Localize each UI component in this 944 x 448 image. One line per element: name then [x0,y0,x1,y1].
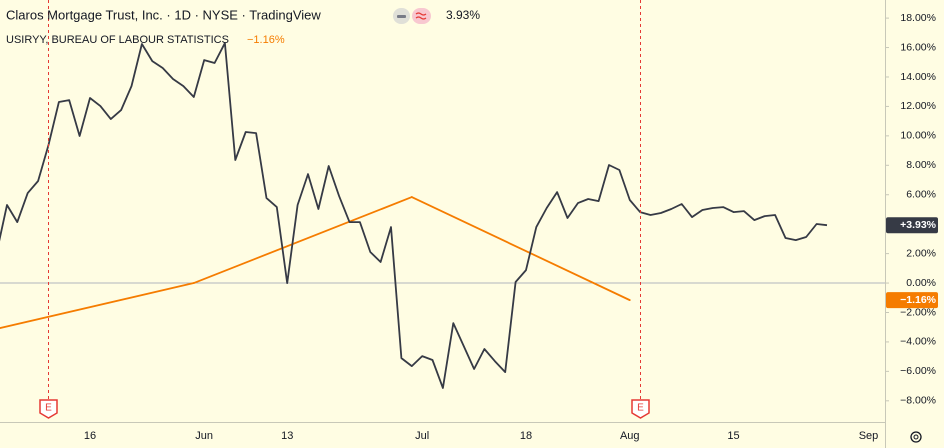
last-value-label: +3.93% [900,219,937,231]
earnings-label: E [637,403,644,414]
x-tick-label: Jul [415,430,429,442]
toggle-button[interactable] [412,8,431,24]
last-value-badge [886,217,938,234]
y-tick-label: −6.00% [900,365,936,377]
earnings-label: E [45,403,52,414]
y-tick-label: 8.00% [906,159,936,171]
plot-area [0,42,885,389]
y-tick-label: 0.00% [906,277,936,289]
series-segment [410,196,631,302]
toggle-icon [397,15,406,18]
legend-value: 3.93% [446,8,480,22]
y-tick-label: −4.00% [900,336,936,348]
y-tick-label: 6.00% [906,189,936,201]
legend-title: Claros Mortgage Trust, Inc. · 1D · NYSE … [6,7,321,22]
earnings-badge[interactable] [631,399,650,419]
y-tick-label: −2.00% [900,306,936,318]
settings-icon[interactable] [910,431,922,443]
x-tick-label: Sep [859,430,879,442]
last-value-badge [886,292,938,309]
y-tick-label: 10.00% [900,130,936,142]
x-tick-label: 16 [84,430,96,442]
y-tick-label: 14.00% [900,71,936,83]
x-tick-label: Aug [620,430,640,442]
y-tick-label: 12.00% [900,100,936,112]
y-tick-label: 16.00% [900,41,936,53]
toggle-icon [415,12,427,20]
earnings-badge[interactable] [39,399,58,419]
settings-gear [910,431,922,443]
legend-value: −1.16% [247,34,285,46]
settings-gear-center [913,434,919,440]
x-tick-label: 15 [727,430,739,442]
y-tick-label: −8.00% [900,395,936,407]
y-tick-label: 18.00% [900,12,936,24]
series-line [0,42,828,389]
last-value-label: −1.16% [900,294,937,306]
y-tick-label: 2.00% [906,247,936,259]
x-tick-label: Jun [195,430,213,442]
x-tick-label: 18 [520,430,532,442]
x-tick-label: 13 [281,430,293,442]
series-segment [0,282,195,329]
legend-title: USIRYY, BUREAU OF LABOUR STATISTICS [6,34,229,46]
series-segment [192,196,413,284]
